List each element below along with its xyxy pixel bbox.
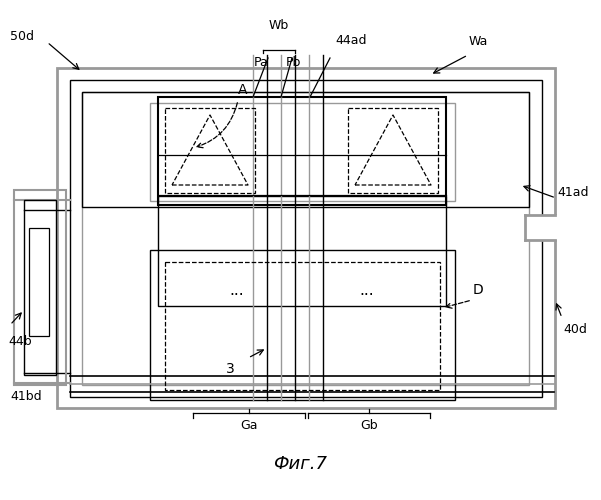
Text: Pa: Pa (254, 56, 269, 69)
Text: 41bd: 41bd (10, 390, 41, 403)
Text: ···: ··· (230, 288, 245, 303)
Bar (82, 92, 529, 207)
Bar (165, 108, 255, 193)
Text: 41ad: 41ad (557, 186, 588, 200)
Bar (158, 97, 446, 205)
Text: 44ad: 44ad (335, 34, 367, 47)
Text: 44b: 44b (8, 335, 32, 348)
Text: Gb: Gb (360, 419, 378, 432)
Text: 3: 3 (226, 362, 235, 376)
Bar (57, 68, 555, 408)
Text: Wb: Wb (269, 19, 289, 32)
Bar (29, 228, 49, 336)
Bar (82, 92, 529, 385)
Bar (158, 196, 446, 306)
Text: Pb: Pb (285, 56, 300, 69)
Bar (150, 250, 455, 400)
Text: ···: ··· (359, 288, 374, 303)
Bar (14, 190, 66, 385)
Bar (165, 262, 440, 390)
Bar (348, 108, 438, 193)
Text: 50d: 50d (10, 30, 34, 43)
Text: Wa: Wa (469, 35, 489, 48)
Text: 40d: 40d (563, 323, 587, 336)
Bar (70, 80, 542, 397)
Text: D: D (473, 283, 484, 297)
Text: Ga: Ga (240, 419, 258, 432)
Text: Фиг.7: Фиг.7 (273, 455, 327, 473)
Bar (24, 200, 56, 375)
Bar (525, 215, 560, 240)
Bar (150, 103, 455, 201)
Text: A: A (238, 83, 248, 97)
